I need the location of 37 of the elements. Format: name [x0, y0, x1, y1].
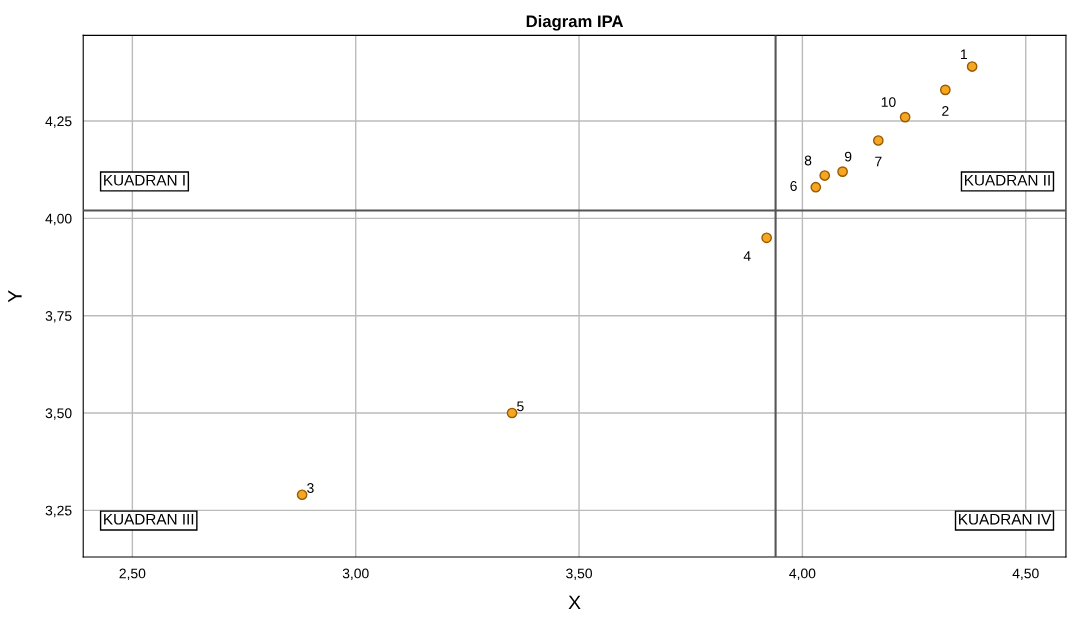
- point: [872, 135, 884, 146]
- y-tick-label: 4,25: [45, 116, 72, 128]
- point: [966, 61, 978, 72]
- annotation: KUADRAN IV: [959, 513, 1052, 525]
- annotation: KUADRAN II: [965, 174, 1050, 186]
- x-tick-label: 3,50: [566, 568, 593, 580]
- point: [899, 111, 911, 123]
- annotation: 6: [790, 181, 797, 191]
- annotation: 1: [960, 49, 967, 60]
- annotation: 8: [804, 155, 812, 166]
- x-tick-label: 4,00: [789, 568, 816, 580]
- annotation: 9: [844, 151, 852, 162]
- annotation: KUADRAN III: [104, 513, 194, 525]
- annotation: 3: [307, 483, 314, 493]
- point: [819, 170, 831, 181]
- point: [837, 166, 848, 177]
- point: [506, 407, 518, 419]
- y-tick-label: 4,00: [45, 213, 72, 226]
- annotation: KUADRAN I: [104, 174, 185, 186]
- annotation: 5: [517, 401, 524, 412]
- point: [810, 181, 822, 193]
- y-tick-label: 3,25: [45, 505, 72, 518]
- y-axis-title: Y: [8, 290, 22, 303]
- point: [939, 84, 951, 96]
- x-tick-label: 2,50: [119, 568, 146, 580]
- y-tick-label: 3,50: [45, 408, 72, 420]
- annotation: 2: [942, 106, 949, 116]
- annotation: 10: [881, 97, 896, 107]
- y-tick-label: 3,75: [45, 311, 72, 323]
- annotation: 7: [875, 156, 882, 167]
- point: [296, 489, 308, 501]
- x-tick-label: 4,50: [1012, 568, 1039, 580]
- chart-title: Diagram IPA: [526, 14, 624, 31]
- point: [761, 232, 773, 244]
- x-tick-label: 3,00: [342, 568, 369, 580]
- annotation: 4: [743, 251, 751, 261]
- x-axis-title: X: [568, 595, 581, 610]
